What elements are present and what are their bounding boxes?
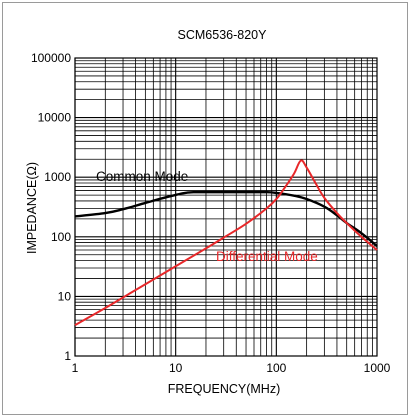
y-axis-label: IMPEDANCE(Ω) <box>25 162 39 254</box>
x-axis-label: FREQUENCY(MHz) <box>168 382 281 396</box>
x-tick-label: 10 <box>169 361 183 375</box>
x-tick-label: 1000 <box>364 361 391 375</box>
x-tick-label: 1 <box>72 361 79 375</box>
chart-title: SCM6536-820Y <box>178 28 268 42</box>
y-tick-label: 100 <box>51 230 71 244</box>
series-lines <box>74 159 378 326</box>
chart-frame <box>2 2 408 415</box>
axis-ticks: 1 10 100 1000 1 10 100 1000 10000 100000 <box>31 51 391 375</box>
y-tick-label: 1 <box>64 349 71 363</box>
annotation-common-mode: Common Mode <box>96 169 188 184</box>
y-tick-label: 10 <box>58 289 72 303</box>
y-tick-label: 100000 <box>31 51 71 65</box>
plot-border <box>74 57 378 357</box>
y-tick-label: 1000 <box>44 170 71 184</box>
y-tick-label: 10000 <box>38 111 72 125</box>
differential-mode-line <box>74 159 378 326</box>
common-mode-line <box>74 190 378 247</box>
annotation-differential-mode: Differential Mode <box>216 249 318 264</box>
x-tick-label: 100 <box>266 361 286 375</box>
